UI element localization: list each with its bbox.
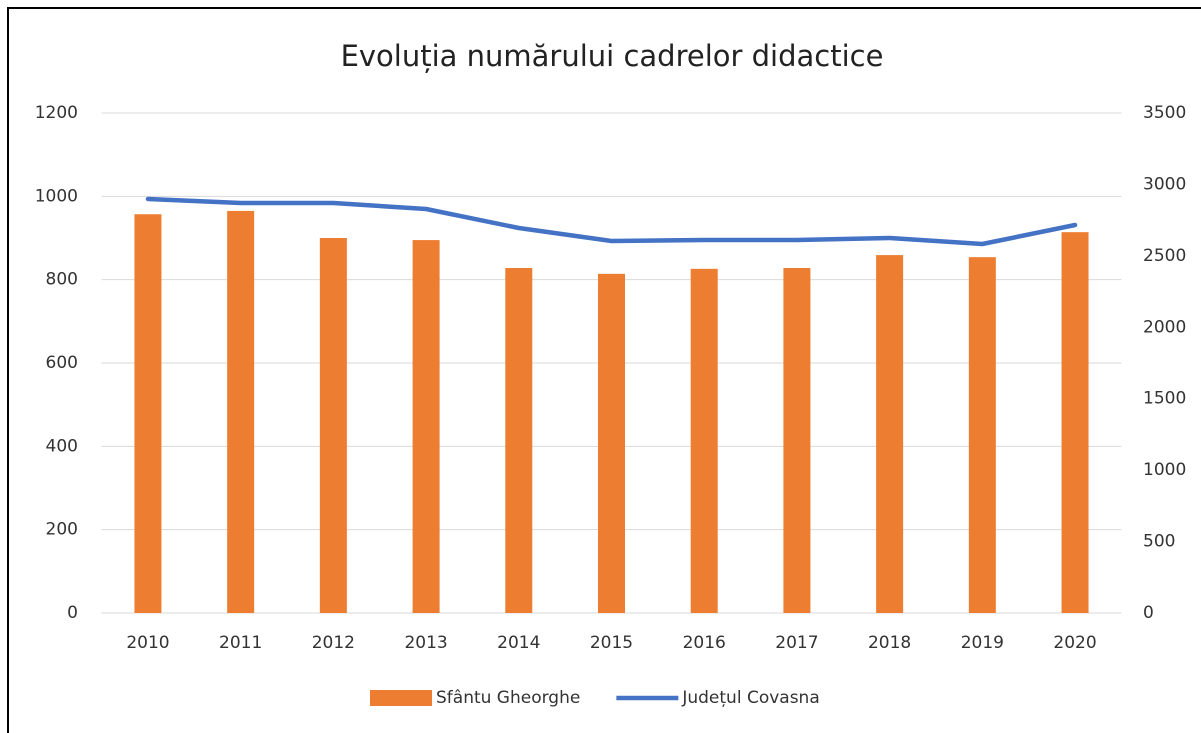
legend-swatch	[370, 690, 432, 706]
y2-tick-label: 1500	[1143, 389, 1186, 409]
bar	[783, 268, 811, 613]
x-tick-label: 2015	[590, 633, 633, 653]
y-tick-label: 800	[46, 270, 78, 290]
y2-tick-label: 2000	[1143, 317, 1186, 337]
bar	[1061, 232, 1089, 613]
x-tick-label: 2012	[312, 633, 355, 653]
y2-tick-label: 500	[1143, 532, 1175, 552]
y-tick-label: 1000	[35, 186, 78, 206]
x-tick-label: 2018	[868, 633, 911, 653]
y2-tick-label: 2500	[1143, 246, 1186, 266]
line	[145, 196, 1078, 247]
y-tick-label: 0	[67, 603, 78, 623]
y2-tick-label: 1000	[1143, 460, 1186, 480]
x-tick-label: 2019	[961, 633, 1004, 653]
y-tick-label: 600	[46, 353, 78, 373]
bar	[876, 255, 904, 614]
bar	[319, 238, 347, 613]
y2-tick-label: 3500	[1143, 103, 1186, 123]
y2-tick-label: 3000	[1143, 174, 1186, 194]
x-tick-label: 2011	[219, 633, 262, 653]
chart-title: Evoluția numărului cadrelor didactice	[341, 39, 884, 73]
x-tick-label: 2010	[126, 633, 169, 653]
y-tick-label: 1200	[35, 103, 78, 123]
bar	[227, 210, 255, 613]
legend-label: Județul Covasna	[681, 688, 819, 708]
legend-label: Sfântu Gheorghe	[436, 688, 580, 708]
bar	[598, 273, 625, 613]
y-tick-label: 200	[46, 520, 78, 540]
y-tick-label: 400	[46, 436, 78, 456]
y2-tick-label: 0	[1143, 603, 1154, 623]
bar	[134, 214, 162, 613]
bar	[412, 240, 440, 614]
x-tick-label: 2017	[775, 633, 818, 653]
x-tick-label: 2014	[497, 633, 540, 653]
x-tick-label: 2013	[404, 633, 447, 653]
bar	[505, 268, 533, 613]
x-tick-label: 2020	[1053, 633, 1096, 653]
bar	[968, 257, 996, 613]
x-tick-label: 2016	[683, 633, 726, 653]
bar	[690, 268, 718, 613]
